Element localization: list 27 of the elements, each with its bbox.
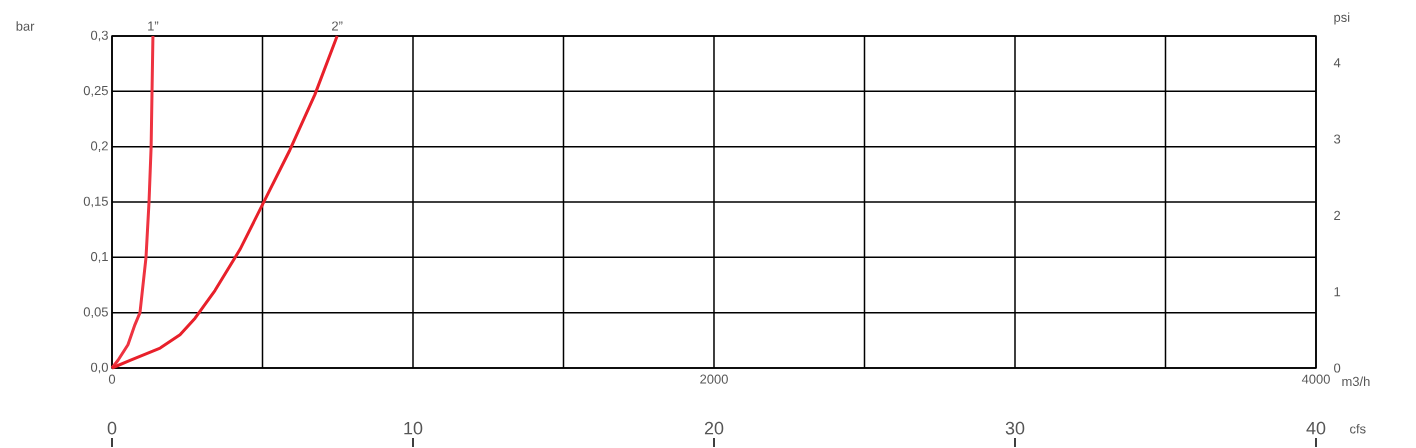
y2-tick-label: 2 xyxy=(1334,210,1341,220)
y-tick-label: 0,2 xyxy=(90,141,108,153)
y2-tick-label: 3 xyxy=(1334,134,1341,144)
y2-tick-label: 1 xyxy=(1334,287,1341,297)
x2-tick-label: 40 xyxy=(1306,421,1326,435)
x-tick-label: 4000 xyxy=(1301,374,1330,384)
y2-tick-label: 4 xyxy=(1333,58,1341,68)
x-axis-title: m3/h xyxy=(1342,376,1370,387)
x2-tick-label: 0 xyxy=(107,421,117,435)
x-tick-label: 2000 xyxy=(700,374,728,384)
line-series xyxy=(110,34,155,370)
x2-axis-title: cfs xyxy=(1350,423,1366,434)
x2-tick-label: 30 xyxy=(1005,421,1025,435)
y-tick-label: 0,3 xyxy=(90,30,108,42)
y-tick-label: 0,25 xyxy=(83,85,108,97)
y-tick-label: 0,15 xyxy=(83,196,108,208)
series-label: 2” xyxy=(332,21,343,31)
y-tick-label: 0,05 xyxy=(83,307,108,319)
y2-tick-label: 0 xyxy=(1334,363,1341,373)
x2-tick-label: 20 xyxy=(704,421,724,435)
y-tick-label: 0,0 xyxy=(90,362,108,374)
y-tick-label: 0,1 xyxy=(90,251,108,263)
x-tick-label: 0 xyxy=(108,374,116,384)
x2-tick-label: 10 xyxy=(404,421,423,435)
series-label: 1” xyxy=(148,21,159,31)
y2-axis-title: psi xyxy=(1334,12,1350,25)
y-axis-title: bar xyxy=(16,21,35,31)
